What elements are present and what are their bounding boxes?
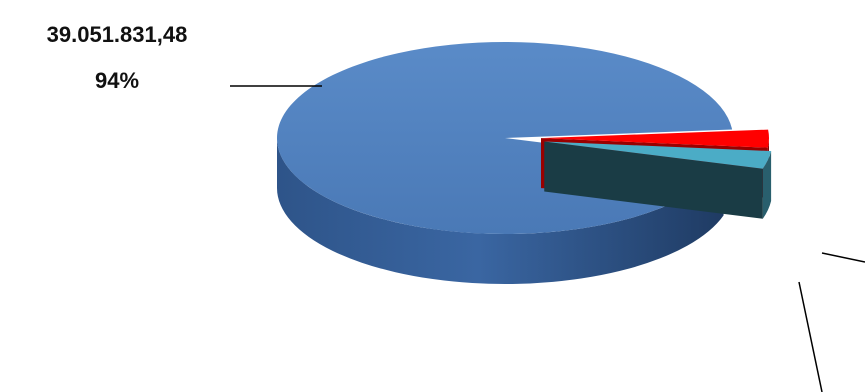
pie-slice-1-side: [277, 138, 724, 285]
pie-slice-2-top: [540, 129, 769, 148]
leader-line-slice-2: [821, 252, 865, 263]
pie-slice-3-cut-face: [544, 141, 763, 219]
pie-slice-3-side: [762, 151, 772, 219]
pie-slices: [276, 42, 772, 285]
leader-line-slice-3: [798, 281, 823, 392]
slice-1-value-label: 39.051.831,48: [47, 22, 188, 47]
pie-labels: 39.051.831,48 94%: [47, 22, 865, 392]
pie-slice-3-top: [544, 141, 772, 169]
slice-1-percent-label: 94%: [95, 68, 139, 93]
pie-slice-3: [544, 141, 772, 219]
